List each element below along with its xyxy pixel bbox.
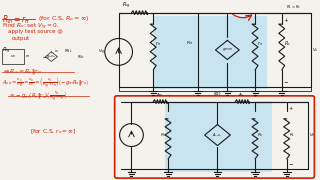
Text: $A_{in}$: $A_{in}$ xyxy=(156,91,164,99)
Text: $r_\pi$: $r_\pi$ xyxy=(155,39,161,48)
Text: $R_L=R_c$: $R_L=R_c$ xyxy=(286,3,301,11)
FancyBboxPatch shape xyxy=(153,15,267,89)
Text: $A_o$: $A_o$ xyxy=(238,91,245,99)
Text: (b): (b) xyxy=(214,91,221,96)
Text: $-$: $-$ xyxy=(288,162,294,167)
FancyBboxPatch shape xyxy=(165,102,272,172)
Text: $g_m v_\pi$: $g_m v_\pi$ xyxy=(46,53,57,60)
Text: $R_{in}=r_\pi$: $R_{in}=r_\pi$ xyxy=(2,14,30,26)
Text: $g_m v_\pi$: $g_m v_\pi$ xyxy=(222,46,233,53)
Text: $\Rightarrow R_o = R_c \| r_o$: $\Rightarrow R_o = R_c \| r_o$ xyxy=(2,67,42,76)
Text: $v_{\pi}$: $v_{\pi}$ xyxy=(10,53,16,60)
Text: $i$: $i$ xyxy=(168,92,171,99)
Text: $-$: $-$ xyxy=(283,79,289,84)
Text: $R_{NL}$: $R_{NL}$ xyxy=(64,47,73,55)
Text: $R_{in}$: $R_{in}$ xyxy=(160,131,167,139)
Text: $V_o$: $V_o$ xyxy=(312,46,319,54)
Text: $i_{o}$: $i_{o}$ xyxy=(54,47,59,55)
Text: $R_\pi$: $R_\pi$ xyxy=(186,39,193,47)
Text: $R_c$: $R_c$ xyxy=(284,39,291,48)
Text: $V_{ig}$: $V_{ig}$ xyxy=(99,47,106,56)
Text: Find $R_o$: set $V_{ig}=0$,: Find $R_o$: set $V_{ig}=0$, xyxy=(2,22,60,32)
Text: $R_{ig}$: $R_{ig}$ xyxy=(2,46,11,56)
Text: $A_{vo}=\frac{v_o}{v_{ig}}=\frac{v_o}{v_\pi}=\left(\frac{r_\pi}{R_{ig}+r_\pi}\ri: $A_{vo}=\frac{v_o}{v_{ig}}=\frac{v_o}{v_… xyxy=(2,76,89,91)
Text: $=-g_m(R_c\|r_o)\left(\frac{r_\pi}{R_{ig}+r_\pi}\right)$: $=-g_m(R_c\|r_o)\left(\frac{r_\pi}{R_{ig… xyxy=(8,90,67,104)
Text: $+$: $+$ xyxy=(283,17,289,24)
Text: apply test source @: apply test source @ xyxy=(8,29,63,34)
Text: $r_\pi$: $r_\pi$ xyxy=(25,53,30,60)
Text: $R_L$: $R_L$ xyxy=(289,131,295,139)
Text: [for C.S, $r_o=\infty$]: [for C.S, $r_o=\infty$] xyxy=(30,127,76,136)
Text: $r_o$: $r_o$ xyxy=(257,39,263,48)
Text: $i$: $i$ xyxy=(254,92,257,99)
FancyBboxPatch shape xyxy=(115,96,314,178)
Text: $A_{vo}v_i$: $A_{vo}v_i$ xyxy=(212,131,223,139)
Text: output: output xyxy=(12,36,30,41)
Text: (for C.S, $R_o=\infty$): (for C.S, $R_o=\infty$) xyxy=(37,14,89,23)
Text: $R_o$: $R_o$ xyxy=(257,131,263,139)
Text: $g_{ds}$: $g_{ds}$ xyxy=(77,53,85,60)
Text: $+$: $+$ xyxy=(288,103,293,111)
Text: $V_o$: $V_o$ xyxy=(309,131,316,139)
Text: $R_{ig}$: $R_{ig}$ xyxy=(122,1,130,11)
